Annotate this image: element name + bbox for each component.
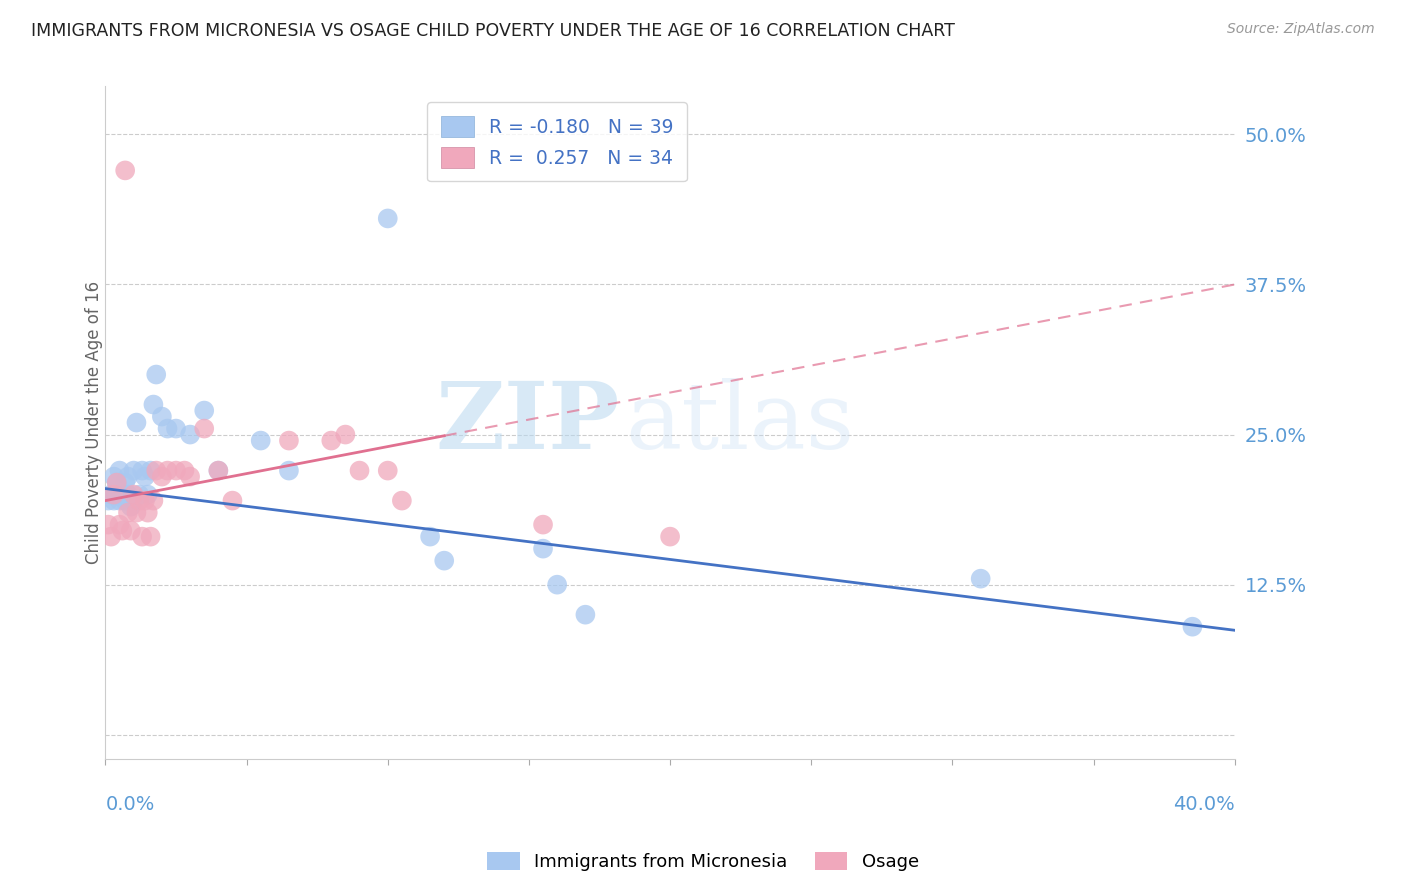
Point — [659, 530, 682, 544]
Point — [173, 464, 195, 478]
Point — [156, 464, 179, 478]
Point — [193, 403, 215, 417]
Point — [103, 487, 125, 501]
Text: 0.0%: 0.0% — [105, 795, 155, 814]
Point — [142, 493, 165, 508]
Point — [349, 464, 371, 478]
Point — [193, 421, 215, 435]
Point — [969, 572, 991, 586]
Point — [97, 517, 120, 532]
Text: atlas: atlas — [624, 377, 855, 467]
Point — [131, 464, 153, 478]
Point — [128, 487, 150, 501]
Point — [145, 464, 167, 478]
Legend: R = -0.180   N = 39, R =  0.257   N = 34: R = -0.180 N = 39, R = 0.257 N = 34 — [427, 103, 688, 181]
Point — [108, 517, 131, 532]
Point — [139, 530, 162, 544]
Point — [321, 434, 343, 448]
Point — [134, 469, 156, 483]
Y-axis label: Child Poverty Under the Age of 16: Child Poverty Under the Age of 16 — [86, 281, 103, 564]
Point — [531, 517, 554, 532]
Point — [150, 469, 173, 483]
Point — [134, 493, 156, 508]
Point — [207, 464, 229, 478]
Point — [156, 421, 179, 435]
Point — [419, 530, 441, 544]
Point — [165, 464, 187, 478]
Point — [433, 554, 456, 568]
Point — [111, 524, 134, 538]
Point — [100, 487, 122, 501]
Point — [179, 469, 201, 483]
Point — [105, 475, 128, 490]
Point — [100, 530, 122, 544]
Point — [165, 421, 187, 435]
Point — [546, 577, 568, 591]
Point — [128, 493, 150, 508]
Point — [114, 163, 136, 178]
Point — [117, 506, 139, 520]
Point — [531, 541, 554, 556]
Point — [377, 464, 399, 478]
Point — [120, 524, 142, 538]
Point — [103, 469, 125, 483]
Point — [122, 487, 145, 501]
Point — [125, 416, 148, 430]
Point — [574, 607, 596, 622]
Point — [1181, 620, 1204, 634]
Point — [122, 493, 145, 508]
Point — [108, 493, 131, 508]
Text: 40.0%: 40.0% — [1173, 795, 1234, 814]
Point — [278, 464, 301, 478]
Point — [145, 368, 167, 382]
Point — [105, 475, 128, 490]
Point — [207, 464, 229, 478]
Point — [377, 211, 399, 226]
Point — [120, 500, 142, 514]
Point — [136, 487, 159, 501]
Point — [335, 427, 357, 442]
Point — [111, 487, 134, 501]
Point — [150, 409, 173, 424]
Point — [114, 475, 136, 490]
Text: Source: ZipAtlas.com: Source: ZipAtlas.com — [1227, 22, 1375, 37]
Point — [136, 506, 159, 520]
Legend: Immigrants from Micronesia, Osage: Immigrants from Micronesia, Osage — [479, 845, 927, 879]
Point — [97, 493, 120, 508]
Point — [125, 506, 148, 520]
Point — [103, 493, 125, 508]
Point — [131, 530, 153, 544]
Point — [278, 434, 301, 448]
Text: IMMIGRANTS FROM MICRONESIA VS OSAGE CHILD POVERTY UNDER THE AGE OF 16 CORRELATIO: IMMIGRANTS FROM MICRONESIA VS OSAGE CHIL… — [31, 22, 955, 40]
Point — [122, 464, 145, 478]
Point — [179, 427, 201, 442]
Point — [114, 493, 136, 508]
Point — [108, 464, 131, 478]
Point — [142, 398, 165, 412]
Point — [139, 464, 162, 478]
Point — [249, 434, 271, 448]
Point — [117, 469, 139, 483]
Text: ZIP: ZIP — [434, 377, 619, 467]
Point — [221, 493, 243, 508]
Point — [391, 493, 413, 508]
Point — [117, 487, 139, 501]
